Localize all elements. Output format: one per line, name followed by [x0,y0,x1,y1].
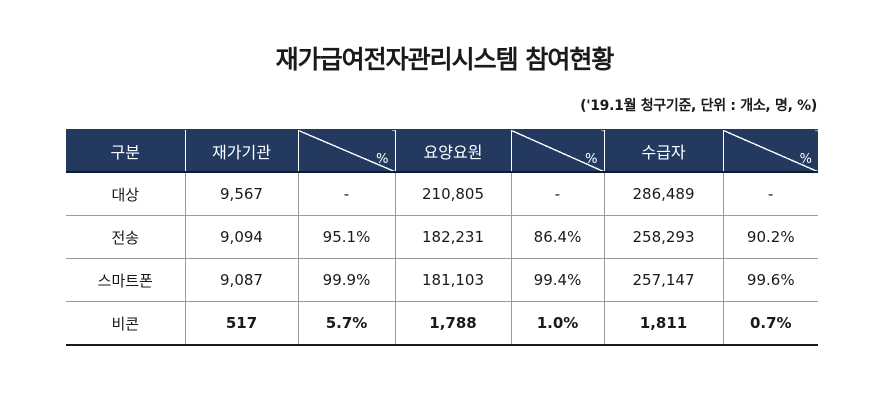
unit-note: ('19.1월 청구기준, 단위 : 개소, 명, %) [580,98,817,114]
cell-institutions-percent: 99.9% [297,258,395,302]
cell-institutions-percent: 5.7% [297,301,395,346]
cell-caregivers: 1,788 [394,301,511,346]
header-caregivers: 요양요원 [394,129,511,173]
row-label: 스마트폰 [66,258,185,302]
percent-label: % [799,152,812,167]
participation-table: 구분 재가기관 % 요양요원 % 수급자 % 대상 9,567 - 210,80… [66,129,818,346]
header-recipients: 수급자 [603,129,723,173]
cell-institutions: 9,094 [184,215,298,259]
percent-label: % [585,152,598,167]
cell-recipients: 257,147 [603,258,723,302]
cell-institutions: 9,087 [184,258,298,302]
cell-caregivers-percent: - [510,172,604,216]
cell-institutions: 517 [184,301,298,346]
cell-institutions-percent: - [297,172,395,216]
table-row: 비콘 517 5.7% 1,788 1.0% 1,811 0.7% [66,301,818,346]
cell-institutions: 9,567 [184,172,298,216]
header-institutions: 재가기관 [184,129,298,173]
table-header-row: 구분 재가기관 % 요양요원 % 수급자 % [66,129,818,173]
cell-recipients-percent: 90.2% [722,215,818,259]
row-label: 전송 [66,215,185,259]
cell-caregivers: 182,231 [394,215,511,259]
cell-institutions-percent: 95.1% [297,215,395,259]
cell-caregivers-percent: 86.4% [510,215,604,259]
row-label: 비콘 [66,301,185,346]
cell-recipients: 286,489 [603,172,723,216]
cell-caregivers-percent: 99.4% [510,258,604,302]
page-title: 재가급여전자관리시스템 참여현황 [275,45,615,74]
table-row: 대상 9,567 - 210,805 - 286,489 - [66,172,818,216]
cell-caregivers-percent: 1.0% [510,301,604,346]
table-row: 전송 9,094 95.1% 182,231 86.4% 258,293 90.… [66,215,818,259]
cell-recipients-percent: 0.7% [722,301,818,346]
header-category: 구분 [66,129,185,173]
cell-caregivers: 210,805 [394,172,511,216]
header-recipients-percent: % [722,129,818,173]
header-institutions-percent: % [297,129,395,173]
header-caregivers-percent: % [510,129,604,173]
cell-recipients: 258,293 [603,215,723,259]
table-row: 스마트폰 9,087 99.9% 181,103 99.4% 257,147 9… [66,258,818,302]
cell-caregivers: 181,103 [394,258,511,302]
cell-recipients-percent: 99.6% [722,258,818,302]
row-label: 대상 [66,172,185,216]
cell-recipients: 1,811 [603,301,723,346]
percent-label: % [376,152,389,167]
cell-recipients-percent: - [722,172,818,216]
